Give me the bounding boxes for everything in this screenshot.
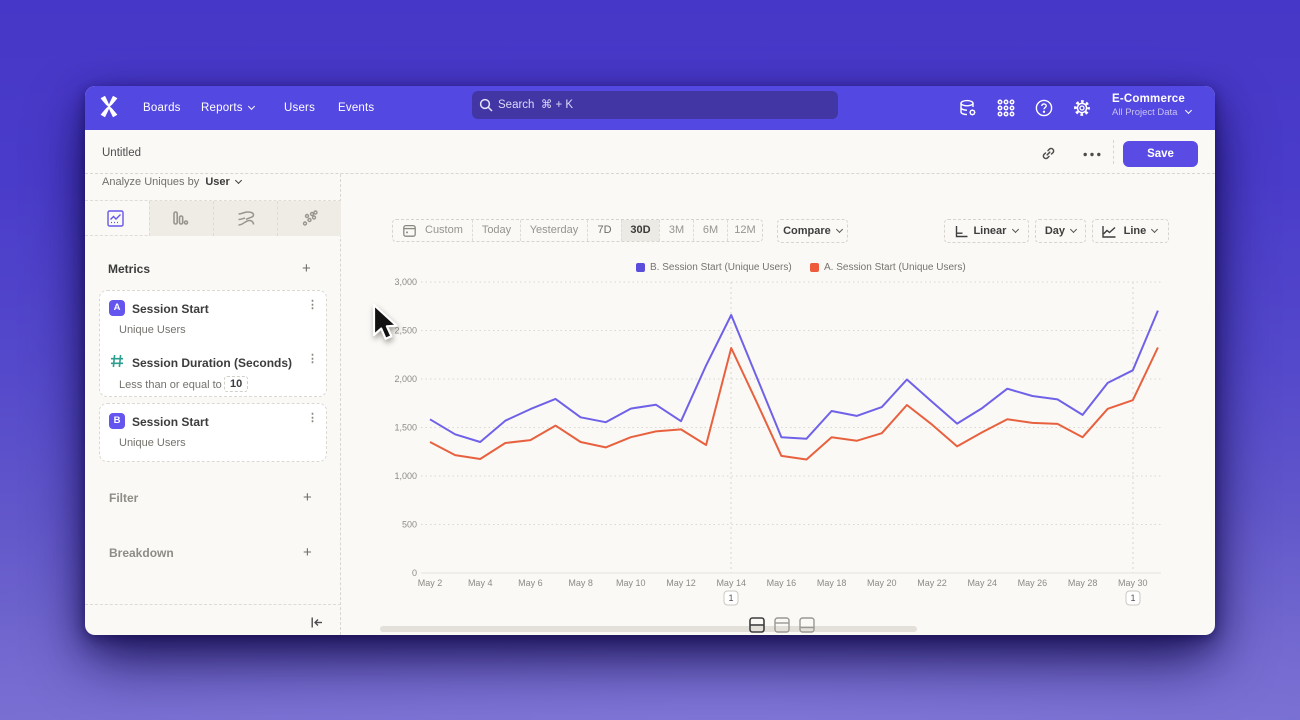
svg-text:May 26: May 26 (1018, 578, 1048, 588)
svg-text:May 22: May 22 (917, 578, 947, 588)
svg-text:1,000: 1,000 (394, 471, 417, 481)
svg-text:May 16: May 16 (767, 578, 797, 588)
svg-text:May 4: May 4 (468, 578, 493, 588)
svg-text:May 20: May 20 (867, 578, 897, 588)
svg-text:May 30: May 30 (1118, 578, 1148, 588)
svg-text:3,000: 3,000 (394, 277, 417, 287)
svg-text:1: 1 (728, 593, 733, 603)
svg-text:2,000: 2,000 (394, 374, 417, 384)
svg-text:1,500: 1,500 (394, 423, 417, 433)
svg-text:May 10: May 10 (616, 578, 646, 588)
svg-text:May 6: May 6 (518, 578, 543, 588)
svg-text:May 14: May 14 (716, 578, 746, 588)
svg-text:2,500: 2,500 (394, 326, 417, 336)
svg-text:May 18: May 18 (817, 578, 847, 588)
svg-text:May 24: May 24 (967, 578, 997, 588)
svg-text:May 28: May 28 (1068, 578, 1098, 588)
svg-text:May 12: May 12 (666, 578, 696, 588)
svg-text:May 2: May 2 (418, 578, 443, 588)
svg-text:500: 500 (402, 520, 417, 530)
svg-text:1: 1 (1130, 593, 1135, 603)
svg-text:0: 0 (412, 568, 417, 578)
svg-text:May 8: May 8 (568, 578, 593, 588)
